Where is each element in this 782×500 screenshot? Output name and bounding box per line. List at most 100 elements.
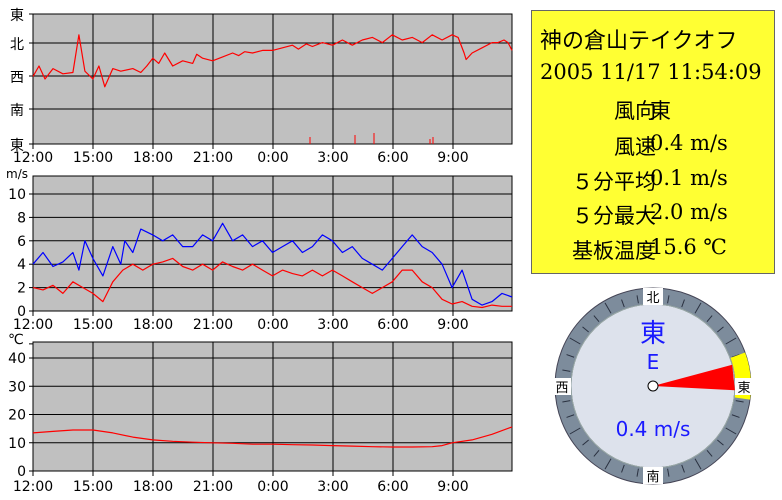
compass-tick xyxy=(621,464,625,473)
x-tick-label: 3:00 xyxy=(317,150,348,166)
compass-center xyxy=(647,380,659,392)
info-row-speed: 風速 0.4 m/s xyxy=(532,131,776,161)
x-tick-label: 15:00 xyxy=(73,479,113,495)
info-row-max5: ５分最大 2.0 m/s xyxy=(532,200,776,230)
compass-tick xyxy=(667,295,670,304)
info-value: 2.0 m/s xyxy=(650,200,728,224)
compass-tick xyxy=(706,315,713,322)
unit-label: m/s xyxy=(6,167,28,181)
wind-arrow xyxy=(653,364,735,391)
compass-tick xyxy=(604,458,612,470)
compass-tick xyxy=(667,468,670,477)
compass-tick xyxy=(706,450,713,457)
y-tick-label: 0 xyxy=(17,464,26,480)
y-tick-label: 40 xyxy=(8,351,26,367)
compass-tick xyxy=(582,439,589,446)
x-tick-label: 0:00 xyxy=(257,479,288,495)
x-tick-label: 12:00 xyxy=(13,317,53,333)
x-tick-label: 9:00 xyxy=(437,150,468,166)
x-tick-label: 18:00 xyxy=(133,150,173,166)
y-tick-label: 0 xyxy=(17,304,26,320)
y-tick-label: 西 xyxy=(10,70,24,86)
info-label: 基板温度 xyxy=(572,239,656,263)
x-tick-label: 15:00 xyxy=(73,317,113,333)
x-tick-label: 3:00 xyxy=(317,317,348,333)
series-line-1 xyxy=(32,257,512,309)
compass-tick xyxy=(725,427,737,435)
x-tick-label: 0:00 xyxy=(257,317,288,333)
x-tick-label: 3:00 xyxy=(317,479,348,495)
compass-tick xyxy=(566,354,575,358)
info-label: 風向 xyxy=(614,99,656,123)
compass-tick xyxy=(569,337,581,345)
info-value: 0.1 m/s xyxy=(650,166,728,190)
x-tick-label: 9:00 xyxy=(437,317,468,333)
series-line-0 xyxy=(32,222,513,306)
x-tick-label: 15:00 xyxy=(73,150,113,166)
info-row-avg5: ５分平均 0.1 m/s xyxy=(532,166,776,196)
east-label-bg xyxy=(735,378,753,395)
compass-tick xyxy=(731,354,740,358)
compass-tick xyxy=(562,400,571,403)
compass-tick xyxy=(694,458,702,470)
compass-tick xyxy=(636,295,639,304)
info-row-direction: 風向 東 xyxy=(532,95,776,125)
compass-tick xyxy=(735,400,744,403)
east-label: 東 xyxy=(737,380,750,396)
compass-tick xyxy=(593,450,600,457)
x-tick-label: 21:00 xyxy=(193,150,233,166)
west-label-bg xyxy=(553,378,571,395)
temperature-chart: 0 10 20 30 40 ℃ 12:00 15:00 18:00 21:00 0:00 3:00 6:… xyxy=(8,332,513,495)
south-label-bg xyxy=(643,467,663,484)
wind-speed-chart: 0 2 4 6 8 10 m/s 12:00 15:00 18:00 21:00 0:00 3:00 6:… xyxy=(6,167,513,333)
x-tick-label: 21:00 xyxy=(193,317,233,333)
x-tick-label: 18:00 xyxy=(133,317,173,333)
info-value: 15.6 ℃ xyxy=(650,235,727,259)
y-tick-label: 8 xyxy=(17,210,26,226)
compass-tick xyxy=(593,315,600,322)
compass-tick xyxy=(621,299,625,308)
y-tick-label: 2 xyxy=(17,281,26,297)
info-value: 0.4 m/s xyxy=(650,131,728,155)
y-tick-label: 20 xyxy=(8,408,26,424)
x-tick-label: 18:00 xyxy=(133,479,173,495)
compass-tick xyxy=(725,337,737,345)
info-label: 風速 xyxy=(614,135,656,159)
direction-kanji: 東 xyxy=(640,319,666,349)
series-line-0 xyxy=(32,426,513,448)
compass-speed: 0.4 m/s xyxy=(616,417,691,441)
x-tick-label: 6:00 xyxy=(377,150,408,166)
unit-label: ℃ xyxy=(8,332,24,348)
compass-tick xyxy=(681,464,685,473)
compass-tick xyxy=(717,439,724,446)
compass-tick xyxy=(636,468,639,477)
y-tick-label: 30 xyxy=(8,379,26,395)
y-tick-label: 東 xyxy=(10,8,24,24)
compass-tick xyxy=(694,302,702,314)
y-tick-label: 10 xyxy=(8,187,26,203)
compass-tick xyxy=(569,427,581,435)
y-tick-label: 南 xyxy=(10,103,24,119)
x-tick-label: 9:00 xyxy=(437,479,468,495)
south-label: 南 xyxy=(646,469,659,485)
y-tick-label: 北 xyxy=(10,37,24,53)
x-tick-label: 21:00 xyxy=(193,479,233,495)
y-tick-label: 6 xyxy=(17,234,26,250)
compass-tick xyxy=(731,414,740,418)
x-tick-label: 12:00 xyxy=(13,479,53,495)
info-panel: 神の倉山テイクオフ 2005 11/17 11:54:09 風向 東 風速 0.… xyxy=(531,10,775,274)
info-label: ５分平均 xyxy=(572,170,656,194)
info-value: 東 xyxy=(650,99,671,123)
station-title: 神の倉山テイクオフ xyxy=(540,29,738,54)
north-label-bg xyxy=(643,288,663,305)
west-label: 西 xyxy=(555,381,568,396)
compass-tick xyxy=(604,302,612,314)
y-tick-label: 10 xyxy=(8,436,26,452)
direction-letter: E xyxy=(647,350,660,374)
x-tick-label: 0:00 xyxy=(257,150,288,166)
info-label: ５分最大 xyxy=(572,204,656,228)
compass-tick xyxy=(562,369,571,372)
y-tick-label: 東 xyxy=(10,138,24,154)
